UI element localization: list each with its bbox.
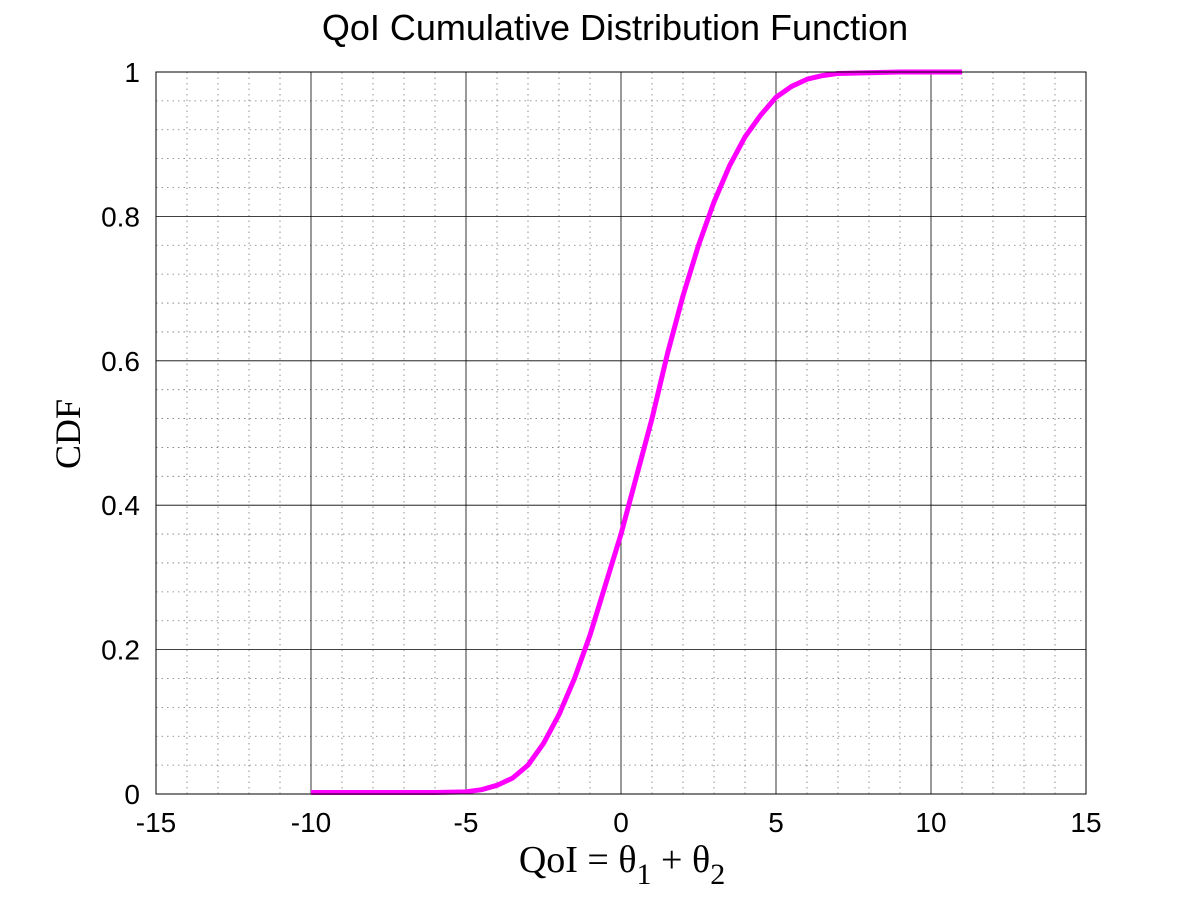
x-tick-label: 5 [768,807,784,838]
y-tick-label: 0.8 [101,201,140,232]
x-tick-label: 10 [915,807,946,838]
x-tick-label: 0 [613,807,629,838]
x-axis-label-sub-1: 1 [637,858,652,891]
x-tick-label: -15 [136,807,176,838]
chart-title: QoI Cumulative Distribution Function [322,7,908,48]
x-axis-label: QoI = θ1 + θ2 [519,839,725,891]
x-tick-label: -10 [291,807,331,838]
y-tick-label: 0.6 [101,346,140,377]
y-tick-label: 0.2 [101,635,140,666]
x-tick-label: -5 [454,807,479,838]
y-tick-label: 0.4 [101,490,140,521]
y-tick-label: 1 [124,57,140,88]
cdf-line [311,69,962,796]
axes-box [155,71,1087,795]
x-axis-label-prefix: QoI = [519,839,619,881]
x-tick-label: 15 [1070,807,1101,838]
series-layer [311,69,962,796]
x-axis-label-sub-2: 2 [710,858,725,891]
x-axis-label-plus: + [652,839,692,881]
x-axis-label-theta-2: θ [692,839,710,881]
y-tick-label: 0 [124,779,140,810]
x-axis-label-theta-1: θ [618,839,636,881]
tick-layer: -15 -10 -5 0 5 10 15 0 0.2 0.4 0.6 0.8 1 [101,57,1102,838]
y-axis-label: CDF [48,399,88,469]
